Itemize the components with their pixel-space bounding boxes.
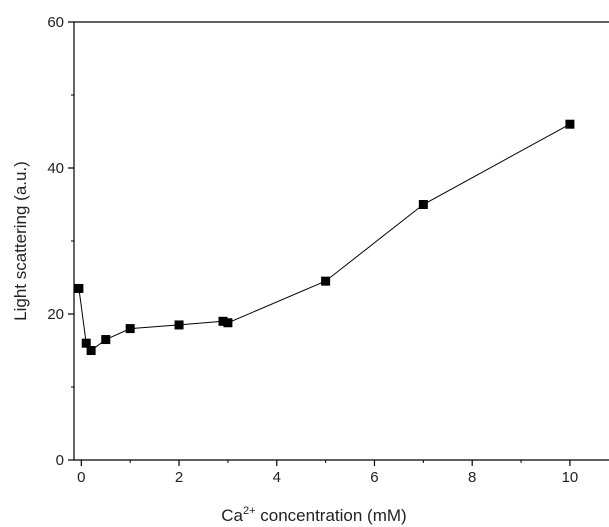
data-point bbox=[218, 316, 228, 326]
x-axis-title-suffix: concentration (mM) bbox=[256, 506, 407, 525]
data-point bbox=[101, 335, 111, 345]
data-point bbox=[86, 346, 96, 355]
data-point bbox=[418, 200, 428, 209]
data-point bbox=[565, 119, 575, 129]
data-point bbox=[125, 324, 135, 334]
x-tick-label: 6 bbox=[370, 469, 378, 486]
data-point bbox=[74, 283, 84, 293]
series-line bbox=[78, 123, 571, 352]
x-axis-ticks: 0 2 4 6 8 10 bbox=[77, 460, 578, 486]
data-point bbox=[81, 338, 91, 348]
x-axis-title: Ca2+ concentration (mM) bbox=[221, 505, 406, 525]
x-axis-title-superscript: 2+ bbox=[243, 505, 256, 517]
x-tick-label: 10 bbox=[562, 469, 579, 486]
y-tick-label: 40 bbox=[47, 160, 64, 177]
x-tick-label: 2 bbox=[175, 469, 183, 486]
series-layer bbox=[74, 119, 575, 355]
data-point bbox=[174, 320, 184, 330]
y-tick-label: 60 bbox=[47, 14, 64, 31]
data-point bbox=[223, 318, 233, 328]
x-tick-label: 8 bbox=[468, 469, 476, 486]
x-tick-label: 4 bbox=[273, 469, 281, 486]
y-tick-label: 20 bbox=[47, 306, 64, 323]
y-axis-ticks: 0 20 40 60 bbox=[47, 14, 74, 469]
data-point bbox=[321, 276, 331, 286]
y-axis-title: Light scattering (a.u.) bbox=[11, 161, 30, 321]
plot-frame bbox=[73, 21, 609, 461]
y-tick-label: 0 bbox=[56, 452, 64, 469]
x-axis-title-prefix: Ca bbox=[221, 506, 243, 525]
x-tick-label: 0 bbox=[77, 469, 85, 486]
